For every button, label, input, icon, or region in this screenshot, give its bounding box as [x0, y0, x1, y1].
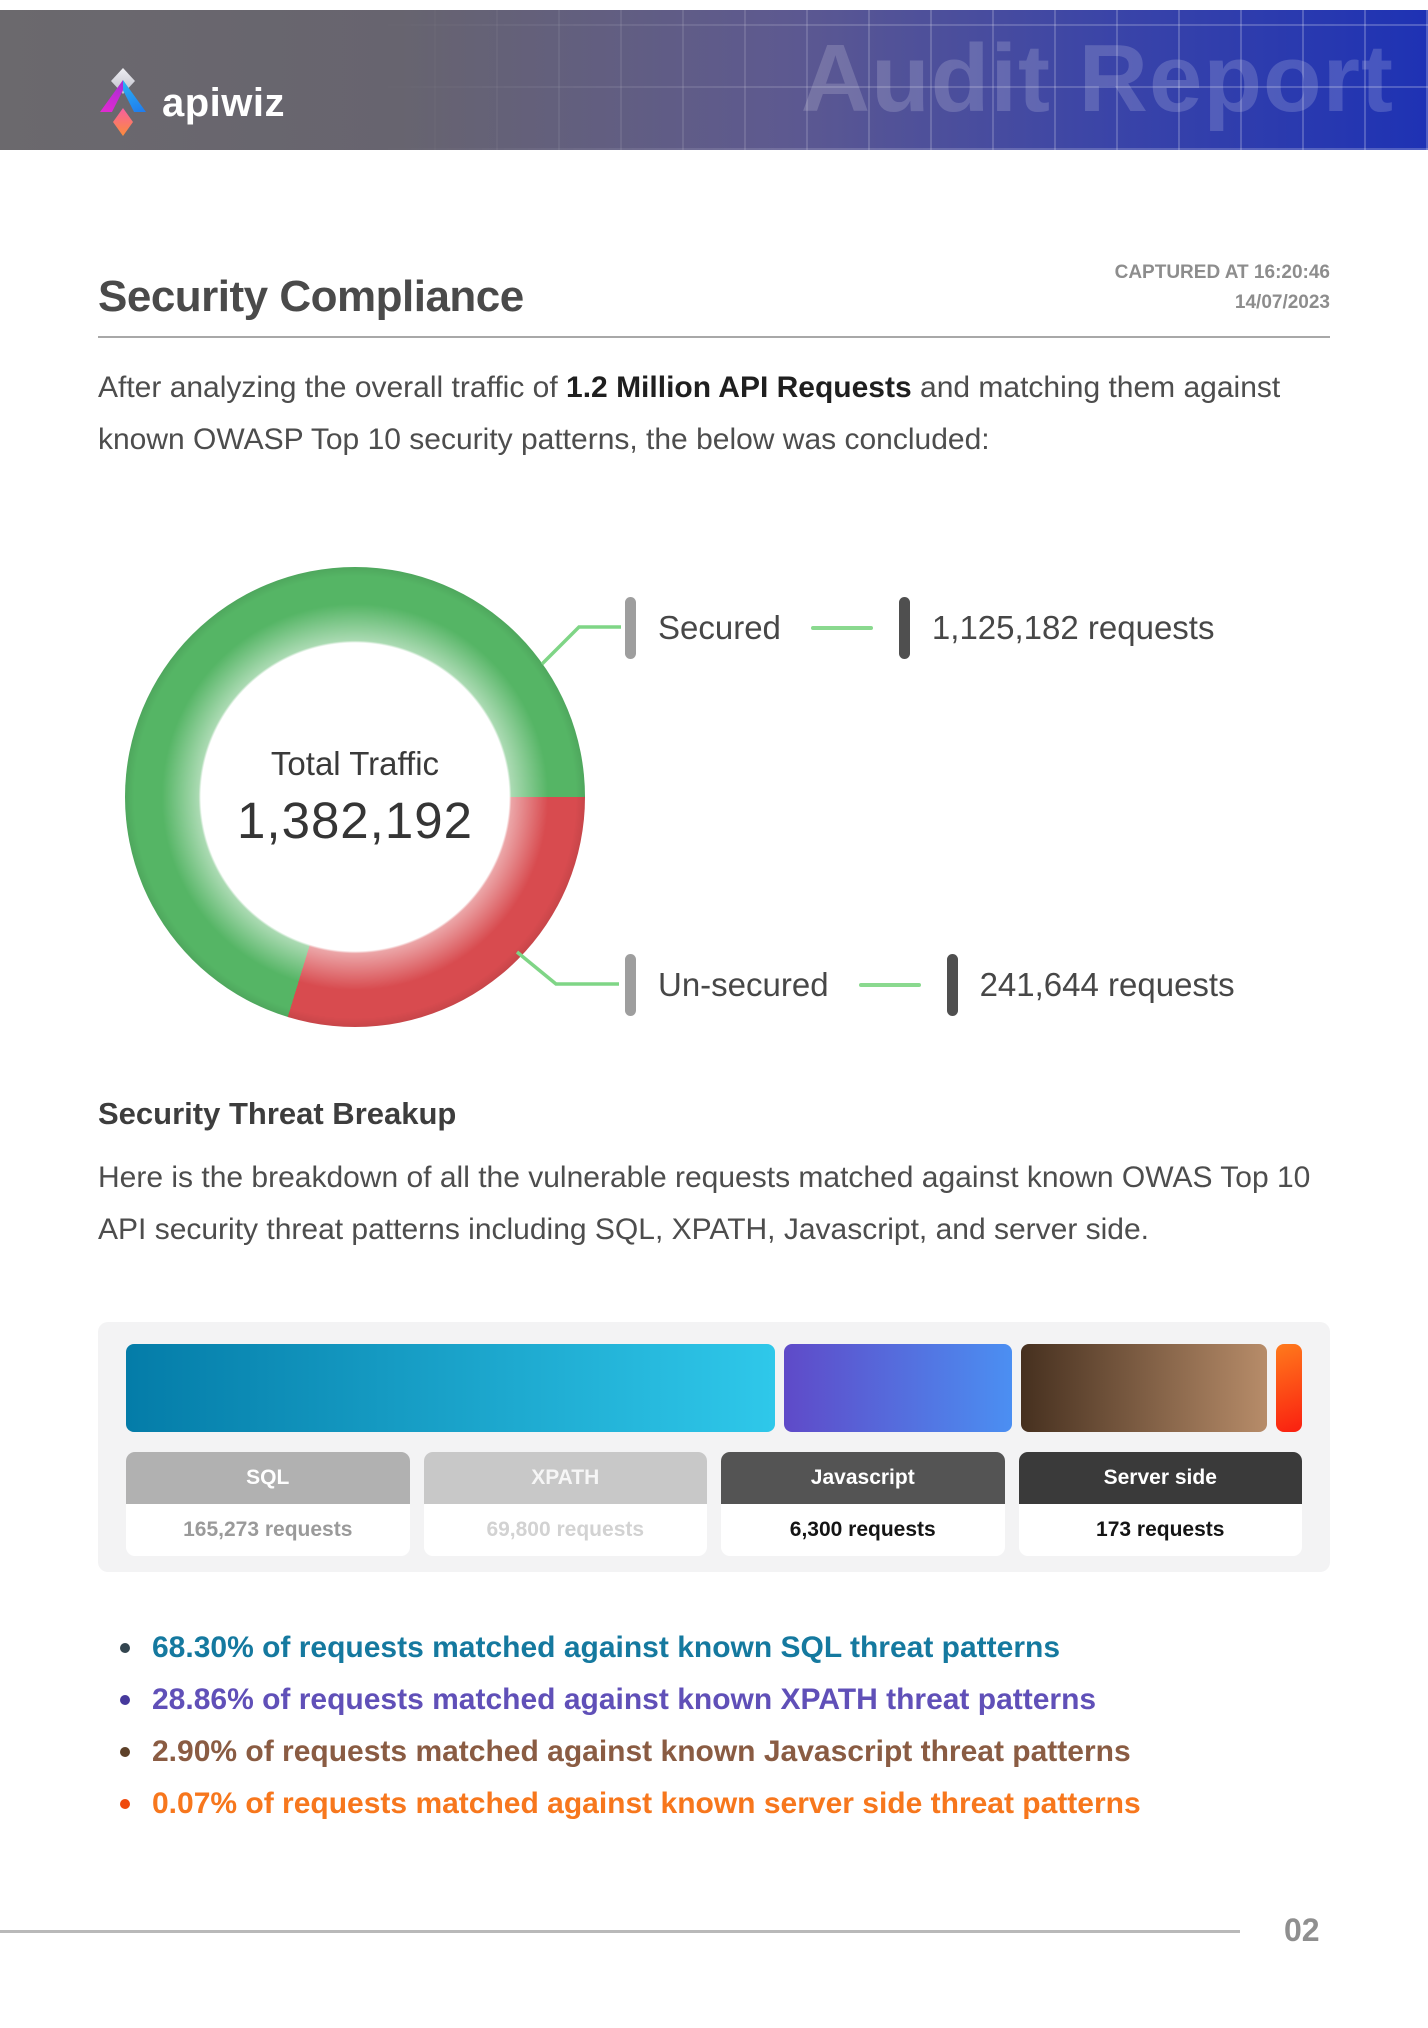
captured-at-date: 14/07/2023 — [1234, 292, 1330, 313]
logo-diamond-bottom — [113, 108, 133, 136]
threat-card-javascript-title: Javascript — [721, 1452, 1005, 1504]
donut-total-value: 1,382,192 — [237, 791, 473, 849]
bullet-dot — [120, 1695, 130, 1705]
threat-card-xpath: XPATH 69,800 requests — [423, 1452, 707, 1556]
secured-label-marker — [625, 597, 636, 659]
apiwiz-logo-icon — [100, 68, 146, 138]
threat-findings-list: 68.30% of requests matched against known… — [120, 1622, 1340, 1830]
unsecured-callout: Un-secured 241,644 requests — [625, 953, 1235, 1017]
threat-breakup-description: Here is the breakdown of all the vulnera… — [98, 1161, 1311, 1246]
finding-xpath-text: 28.86% of requests matched against known… — [152, 1683, 1097, 1716]
unsecured-dash — [858, 983, 921, 987]
unsecured-label: Un-secured — [658, 966, 829, 1003]
intro-paragraph: After analyzing the overall traffic of 1… — [98, 362, 1338, 466]
bar-segment-server-side — [1276, 1344, 1302, 1432]
secured-dash — [810, 626, 873, 630]
threat-card-server-side: Server side 173 requests — [1018, 1452, 1302, 1556]
logo-wing-right — [123, 80, 146, 112]
threat-card-sql: SQL 165,273 requests — [126, 1452, 410, 1556]
audit-report-watermark: Audit Report — [800, 25, 1394, 132]
header-grid-pattern — [0, 10, 1428, 150]
threat-stacked-bar — [126, 1344, 1302, 1432]
traffic-donut-chart: Total Traffic 1,382,192 Secured 1,125,18… — [98, 552, 1330, 1032]
secured-label: Secured — [658, 609, 781, 646]
captured-at-block: CAPTURED AT 16:20:46 14/07/2023 — [1115, 258, 1330, 318]
captured-at-time: CAPTURED AT 16:20:46 — [1114, 262, 1330, 283]
finding-server-side-text: 0.07% of requests matched against known … — [152, 1787, 1141, 1820]
threat-card-javascript-value: 6,300 requests — [721, 1504, 1005, 1556]
bar-segment-xpath — [784, 1344, 1013, 1432]
threat-card-server-side-value: 173 requests — [1018, 1504, 1302, 1556]
page-title: Security Compliance — [98, 272, 524, 321]
threat-card-sql-value: 165,273 requests — [126, 1504, 410, 1556]
bullet-dot — [120, 1747, 130, 1757]
finding-javascript-text: 2.90% of requests matched against known … — [152, 1735, 1131, 1768]
donut-total-label: Total Traffic — [270, 744, 440, 782]
footer-divider — [0, 1930, 1240, 1933]
threat-card-javascript: Javascript 6,300 requests — [721, 1452, 1005, 1556]
finding-sql: 68.30% of requests matched against known… — [120, 1622, 1340, 1674]
unsecured-value: 241,644 requests — [979, 966, 1235, 1003]
threat-breakup-heading: Security Threat Breakup — [98, 1096, 457, 1131]
threat-card-xpath-value: 69,800 requests — [423, 1504, 707, 1556]
finding-sql-text: 68.30% of requests matched against known… — [152, 1631, 1061, 1664]
threat-cards: SQL 165,273 requests XPATH 69,800 reques… — [126, 1452, 1302, 1556]
finding-javascript: 2.90% of requests matched against known … — [120, 1726, 1340, 1778]
bar-segment-sql — [126, 1344, 776, 1432]
donut-ring — [125, 567, 585, 1027]
apiwiz-logo: apiwiz — [100, 68, 285, 138]
finding-server-side: 0.07% of requests matched against known … — [120, 1778, 1340, 1830]
unsecured-label-marker — [625, 954, 636, 1016]
bullet-dot — [120, 1799, 130, 1809]
bar-segment-javascript — [1021, 1344, 1268, 1432]
intro-bold-highlight: 1.2 Million API Requests — [566, 371, 912, 404]
logo-text: apiwiz — [162, 80, 286, 125]
intro-post: and matching them against known OWASP To… — [98, 371, 1281, 456]
donut-center-labels: Total Traffic 1,382,192 — [125, 567, 585, 1027]
callout-lines — [515, 625, 621, 986]
unsecured-value-marker — [946, 954, 958, 1016]
secured-value-marker — [898, 597, 910, 659]
unsecured-callout-line — [515, 950, 619, 986]
intro-pre: After analyzing the overall traffic of — [98, 371, 567, 404]
title-row: Security Compliance CAPTURED AT 16:20:46… — [98, 258, 1330, 322]
threat-breakup-panel: SQL 165,273 requests XPATH 69,800 reques… — [98, 1322, 1330, 1572]
secured-value: 1,125,182 requests — [931, 609, 1215, 646]
logo-wing-left — [100, 80, 123, 112]
page-number: 02 — [1284, 1912, 1320, 1948]
finding-xpath: 28.86% of requests matched against known… — [120, 1674, 1340, 1726]
threat-card-xpath-title: XPATH — [423, 1452, 707, 1504]
secured-callout: Secured 1,125,182 requests — [625, 596, 1214, 660]
title-divider — [98, 336, 1330, 338]
bullet-dot — [120, 1643, 130, 1653]
report-header: Audit Report apiwiz — [0, 10, 1428, 150]
threat-card-server-side-title: Server side — [1018, 1452, 1302, 1504]
threat-card-sql-title: SQL — [126, 1452, 410, 1504]
secured-callout-line — [540, 625, 621, 666]
